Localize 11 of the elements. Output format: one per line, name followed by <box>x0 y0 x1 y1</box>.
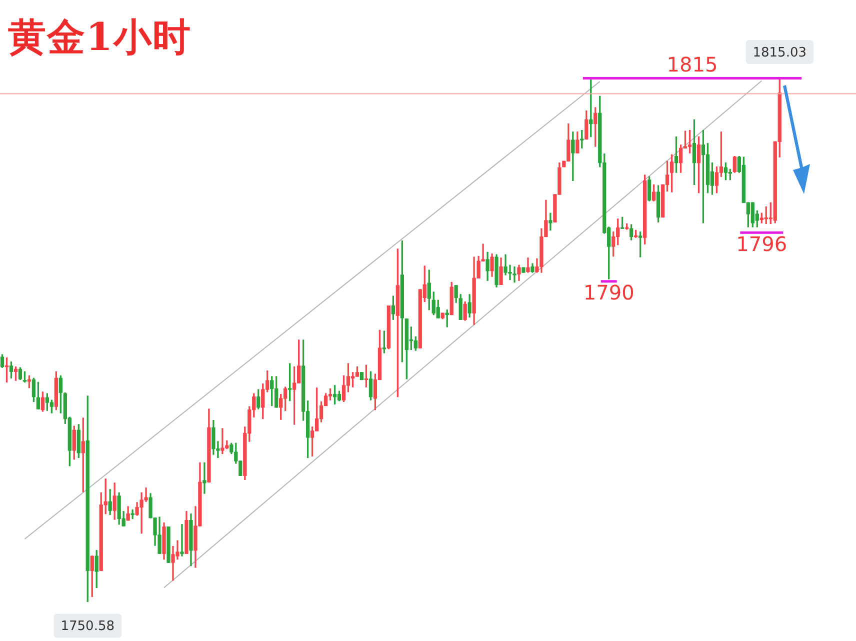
candlestick <box>180 524 184 556</box>
chart-title: 黄金1小时 <box>8 13 192 61</box>
ref-line-label: 1815 <box>666 52 718 76</box>
candlestick <box>130 509 134 520</box>
candlestick <box>202 462 206 494</box>
annotation: 1750.58 <box>60 619 115 634</box>
ref-line-label: 1796 <box>736 232 788 256</box>
candlestick <box>220 428 224 454</box>
ref-line-label: 1790 <box>583 280 634 305</box>
annotation: 1815.03 <box>752 45 806 60</box>
candlestick <box>548 212 552 231</box>
